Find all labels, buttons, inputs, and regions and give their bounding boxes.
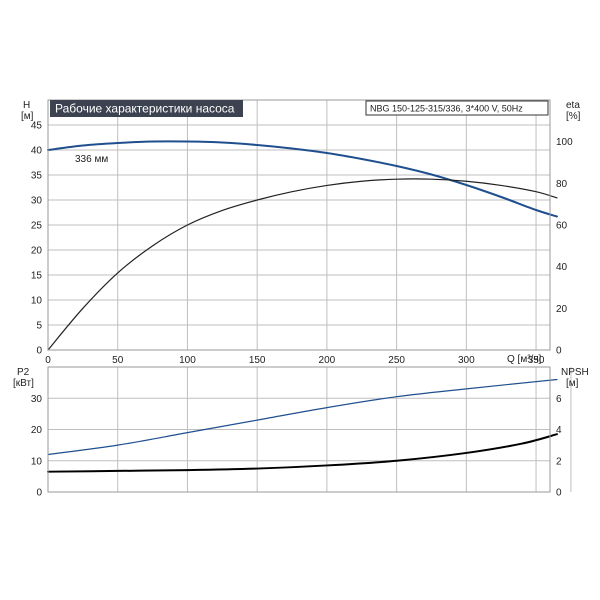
y-left-tick-label-h: 15 [31, 271, 43, 282]
y-right-label-eta: eta [566, 100, 580, 111]
model-box [365, 100, 549, 116]
y-right-tick-label-npsh: 2 [556, 456, 562, 467]
y-left-label-p2: P2 [17, 367, 30, 378]
y-left-tick-label-p2: 30 [31, 394, 43, 405]
y-left-tick-label-h: 10 [31, 296, 43, 307]
y-left-tick-label-h: 30 [31, 196, 43, 207]
power-curve [47, 378, 558, 456]
npsh-curve [47, 433, 558, 473]
power-panel-frame [47, 366, 551, 493]
impeller-diameter-annotation: 336 мм [75, 154, 108, 165]
y-left-label-h: H [23, 100, 30, 111]
y-left-tick-label-h: 5 [36, 321, 42, 332]
y-left-tick-label-h: 35 [31, 171, 43, 182]
y-left-tick-label-h: 45 [31, 121, 43, 132]
curve-layer [47, 140, 558, 473]
y-right-unit-eta: [%] [566, 111, 581, 122]
y-left-tick-label-h: 40 [31, 146, 43, 157]
x-tick-label: 50 [112, 355, 124, 366]
x-tick-label: 350 [528, 355, 545, 366]
y-right-tick-label-eta: 100 [556, 137, 573, 148]
model-subtitle: NBG 150-125-315/336, 3*400 V, 50Hz [370, 104, 523, 114]
y-left-tick-label-p2: 20 [31, 425, 43, 436]
y-left-tick-label-p2: 10 [31, 456, 43, 467]
y-right-tick-label-eta: 60 [556, 221, 568, 232]
y-left-unit-p2: [кВт] [13, 378, 34, 389]
x-tick-label: 0 [45, 355, 51, 366]
y-left-tick-label-p2: 0 [36, 488, 42, 499]
y-right-tick-label-npsh: 0 [556, 488, 562, 499]
y-right-tick-label-eta: 20 [556, 304, 568, 315]
y-right-unit-npsh: [м] [566, 378, 579, 389]
x-axis-label: Q [м³/ч] [507, 354, 542, 365]
x-tick-label: 250 [388, 355, 405, 366]
head-curve [47, 140, 558, 218]
y-left-unit-h: [м] [21, 111, 34, 122]
y-left-tick-label-h: 0 [36, 346, 42, 357]
chart-title-background [50, 100, 243, 117]
x-tick-label: 150 [249, 355, 266, 366]
efficiency-curve [47, 178, 558, 351]
y-left-tick-label-h: 20 [31, 246, 43, 257]
chart-title: Рабочие характеристики насоса [55, 102, 235, 116]
x-tick-label: 100 [179, 355, 196, 366]
y-right-tick-label-npsh: 4 [556, 425, 562, 436]
x-tick-label: 200 [319, 355, 336, 366]
main-panel-grid [48, 100, 550, 350]
y-right-tick-label-eta: 40 [556, 262, 568, 273]
y-right-tick-label-eta: 0 [556, 346, 562, 357]
x-tick-label: 300 [458, 355, 475, 366]
tick-label-layer: 0 50 100 150 200 250 300 3500510152025303540450… [31, 121, 573, 499]
y-right-tick-label-eta: 80 [556, 179, 568, 190]
y-right-label-npsh: NPSH [561, 367, 589, 378]
power-panel-grid [48, 367, 572, 492]
y-right-tick-label-npsh: 6 [556, 394, 562, 405]
main-panel-frame [47, 99, 551, 351]
y-left-tick-label-h: 25 [31, 221, 43, 232]
